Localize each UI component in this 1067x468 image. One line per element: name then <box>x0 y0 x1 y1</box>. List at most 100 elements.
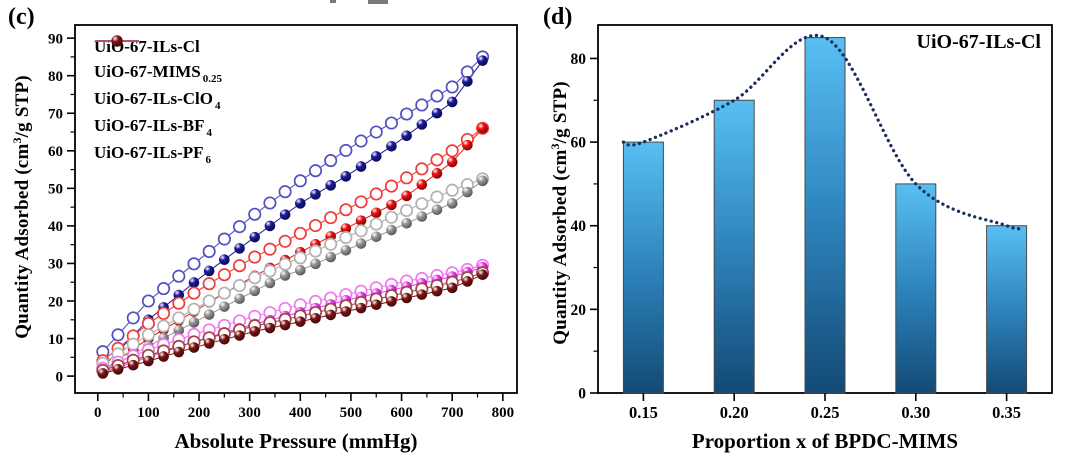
desorption-point <box>445 183 459 197</box>
adsorption-point <box>325 309 336 321</box>
bar-0.20 <box>713 99 755 394</box>
desorption-point <box>308 218 323 233</box>
desorption-point <box>202 294 216 308</box>
adsorption-point <box>173 346 185 358</box>
adsorption-point <box>416 179 428 190</box>
bar-0.30 <box>895 183 937 394</box>
d-x-axis-title: Proportion x of BPDC-MIMS <box>691 429 959 453</box>
legend-item-UiO-67-ILs-BF4: UiO-67-ILs-BF 4 <box>94 35 222 141</box>
adsorption-point <box>264 322 276 334</box>
legend-marker <box>95 35 139 47</box>
desorption-point <box>141 316 155 331</box>
desorption-point <box>172 296 186 310</box>
x-tick-label: 300 <box>238 405 261 421</box>
adsorption-point <box>234 293 245 305</box>
adsorption-point <box>295 316 306 327</box>
desorption-point <box>157 319 171 333</box>
adsorption-point <box>279 209 291 220</box>
adsorption-point <box>295 264 306 276</box>
c-y-axis-title: Quantity Adsorbed (cm3/g STP) <box>10 75 34 339</box>
adsorption-point <box>386 224 397 236</box>
x-tick-label: 800 <box>492 405 515 421</box>
desorption-point <box>263 264 277 278</box>
adsorption-point <box>203 338 215 349</box>
adsorption-point <box>355 302 367 314</box>
adsorption-point <box>416 289 428 300</box>
isotherm-scatter-chart: 0 10 20 30 40 50 60 70 80 90 0 100 200 300 400 500 600 70… <box>48 24 518 421</box>
desorption-point <box>141 328 155 342</box>
desorption-point <box>430 89 444 103</box>
desorption-point <box>232 220 247 234</box>
desorption-point <box>126 311 140 325</box>
adsorption-point <box>325 180 336 191</box>
adsorption-point <box>158 351 169 362</box>
legend-item-UiO-67-ILs-PF6: UiO-67-ILs-PF 6 <box>94 35 222 168</box>
bar-0.25 <box>804 37 846 394</box>
adsorption-point <box>234 330 245 341</box>
adsorption-point <box>188 342 200 353</box>
adsorption-point <box>264 277 276 289</box>
desorption-point <box>324 237 338 251</box>
bar-chart: 0 20 40 60 80 0.15 0.20 0.25 0.30 0.35 <box>571 24 1053 422</box>
adsorption-point <box>355 238 367 249</box>
adsorption-point <box>477 175 488 187</box>
desorption-point <box>354 195 368 209</box>
adsorption-point <box>401 190 412 202</box>
y-tick-label: 30 <box>48 257 63 273</box>
desorption-point <box>293 174 307 188</box>
desorption-point <box>217 286 231 300</box>
desorption-point <box>445 80 459 94</box>
y-tick-label: 70 <box>48 107 63 123</box>
x-tick-label: 0.15 <box>629 403 658 422</box>
adsorption-point <box>279 270 291 281</box>
d-chart-title: UiO-67-ILs-Cl <box>916 31 1041 53</box>
adsorption-point <box>370 299 382 311</box>
adsorption-point <box>386 140 397 152</box>
desorption-point <box>202 277 216 291</box>
desorption-point <box>248 207 262 221</box>
desorption-point <box>157 282 171 296</box>
desorption-point <box>141 294 155 308</box>
desorption-point <box>369 125 383 139</box>
desorption-point <box>430 153 444 167</box>
desorption-point <box>384 116 398 130</box>
adsorption-point <box>370 207 382 219</box>
adsorption-point <box>310 258 321 270</box>
adsorption-point <box>310 189 321 200</box>
adsorption-point <box>477 122 488 134</box>
trend-line <box>621 33 1025 231</box>
adsorption-point <box>446 156 458 168</box>
desorption-point <box>430 190 444 204</box>
adsorption-point <box>219 254 230 265</box>
plot-frame <box>74 24 518 394</box>
cropped-text-fragment <box>330 0 336 3</box>
adsorption-point <box>340 171 352 182</box>
adsorption-point <box>431 204 443 216</box>
desorption-point <box>400 107 414 121</box>
desorption-point <box>415 98 429 112</box>
x-tick-label: 0.35 <box>992 403 1021 422</box>
adsorption-point <box>462 186 473 198</box>
y-tick-label: 50 <box>48 182 63 198</box>
adsorption-point <box>355 161 367 172</box>
y-tick-label: 0 <box>56 369 64 385</box>
adsorption-point <box>325 251 336 263</box>
adsorption-point <box>188 277 200 288</box>
x-tick-label: 400 <box>289 405 312 421</box>
desorption-point <box>232 279 247 293</box>
adsorption-point <box>401 130 412 142</box>
series-UiO-67-ILs-ClO4 <box>96 172 490 377</box>
adsorption-point <box>219 301 230 312</box>
adsorption-point <box>173 324 185 336</box>
y-tick-label: 90 <box>48 31 63 47</box>
adsorption-point <box>386 199 397 211</box>
desorption-point <box>248 250 262 264</box>
desorption-point <box>308 244 323 258</box>
desorption-point <box>369 217 383 231</box>
desorption-point <box>111 328 125 342</box>
adsorption-point <box>340 245 352 256</box>
x-tick-label: 200 <box>188 405 211 421</box>
adsorption-point <box>462 139 473 151</box>
adsorption-point <box>386 296 397 307</box>
